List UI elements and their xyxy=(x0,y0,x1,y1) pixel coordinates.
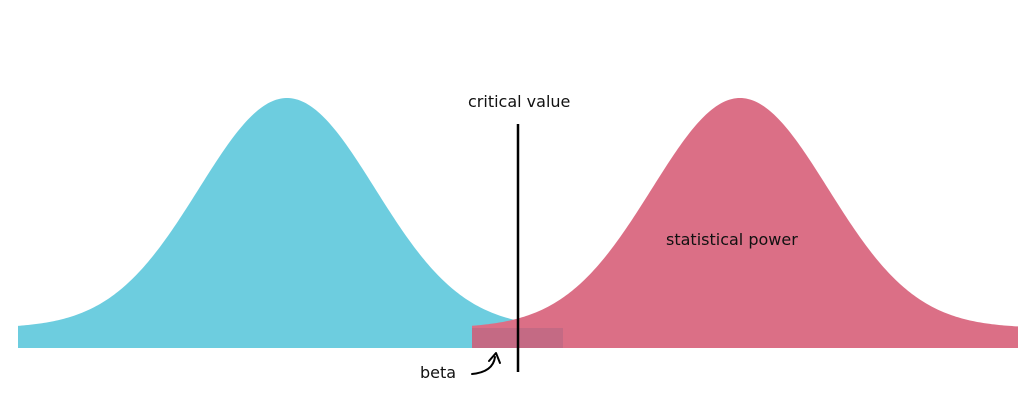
alternative-distribution-curve xyxy=(472,98,1018,348)
critical-value-label: critical value xyxy=(468,92,571,111)
arrowhead-icon xyxy=(488,352,501,364)
statistical-power-label: statistical power xyxy=(666,230,798,249)
curved-arrow-icon xyxy=(471,356,496,375)
beta-label: beta xyxy=(420,363,457,382)
null-distribution-curve xyxy=(18,98,518,348)
